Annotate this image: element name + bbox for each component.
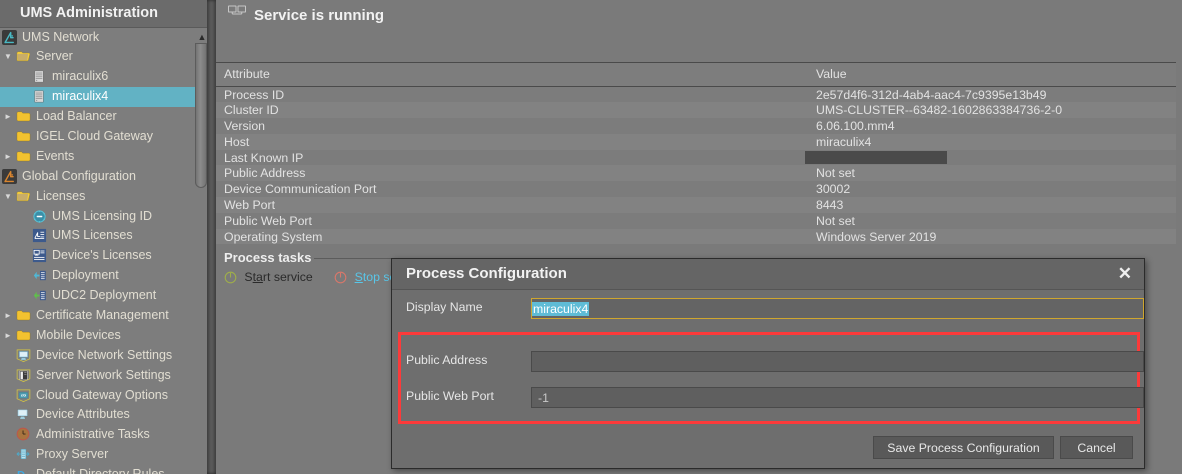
svg-text:cG: cG	[21, 392, 26, 397]
svg-text:D: D	[17, 469, 25, 474]
